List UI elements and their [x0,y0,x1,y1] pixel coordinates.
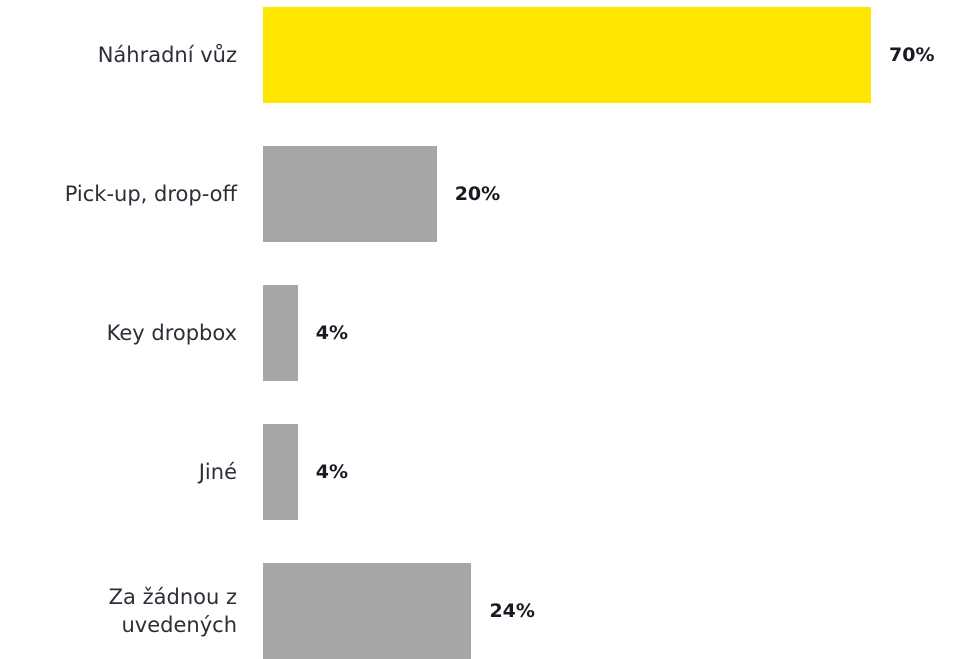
bar [263,146,437,242]
category-label: Pick-up, drop-off [64,182,237,206]
value-label: 4% [315,322,348,344]
bar [263,424,298,520]
bar [263,563,472,659]
bar [263,7,871,103]
value-label: 24% [489,600,535,622]
category-label: Za žádnou z uvedených [108,585,237,637]
bar [263,285,298,381]
category-label: Jiné [198,460,237,484]
value-label: 4% [315,461,348,483]
value-label: 70% [889,44,935,66]
category-label: Náhradní vůz [97,43,237,67]
value-label: 20% [454,183,501,205]
category-label: Key dropbox [106,321,237,345]
